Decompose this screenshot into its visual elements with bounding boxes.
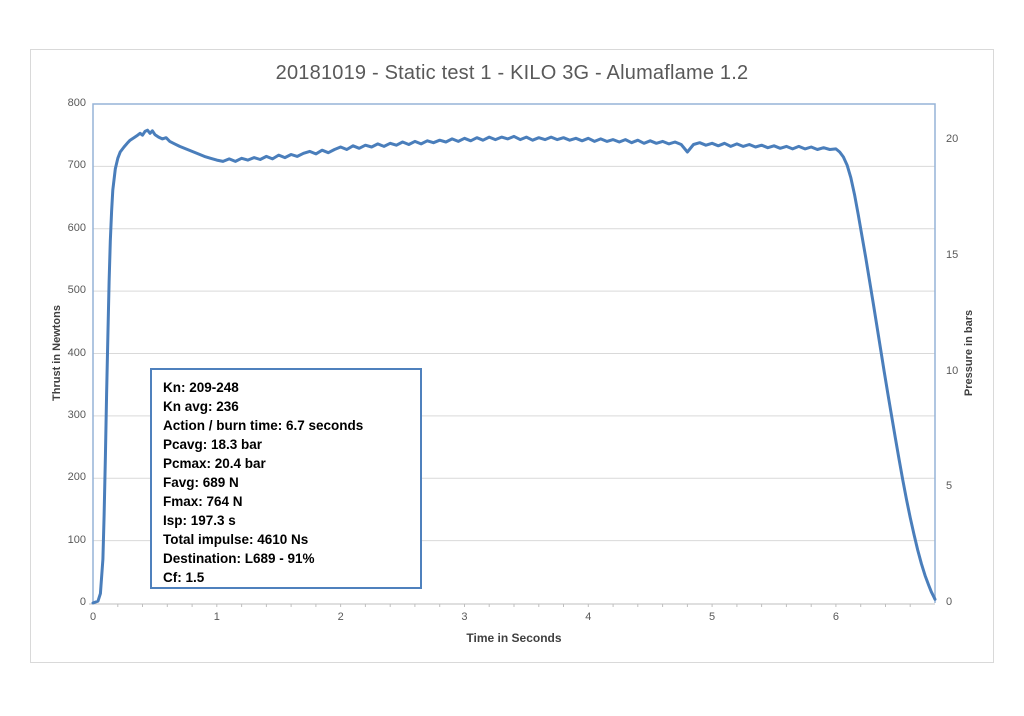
stat-line-isp: Isp: 197.3 s — [163, 513, 236, 528]
right-axis-tick-label: 0 — [946, 596, 953, 608]
x-axis-title: Time in Seconds — [466, 631, 562, 645]
left-axis-tick-label: 600 — [67, 221, 86, 234]
thrust-pressure-curve — [91, 128, 937, 605]
stat-line-pcmax: Pcmax: 20.4 bar — [163, 456, 266, 471]
right-axis-title: Pressure in bars — [963, 309, 975, 397]
right-axis-tick-label: 20 — [946, 133, 959, 146]
stat-line-favg: Favg: 689 N — [163, 475, 239, 490]
x-axis-tick-label: 1 — [213, 611, 220, 623]
stat-line-pcavg: Pcavg: 18.3 bar — [163, 437, 263, 452]
x-axis-tick-label: 2 — [337, 611, 344, 623]
plot-border — [92, 103, 936, 603]
stat-line-kn: Kn: 209-248 — [163, 380, 239, 395]
stat-line-fmax: Fmax: 764 N — [163, 494, 243, 509]
left-axis-tick-label: 200 — [67, 471, 86, 484]
left-axis-tick-label: 500 — [67, 284, 86, 297]
stat-line-kn-avg: Kn avg: 236 — [163, 399, 239, 414]
stat-line-destination: Destination: L689 - 91% — [163, 551, 315, 566]
left-axis-tick-label: 0 — [79, 596, 86, 608]
left-axis-tick-label: 800 — [67, 97, 86, 109]
right-axis-tick-label: 10 — [946, 364, 959, 377]
stat-line-cf: Cf: 1.5 — [163, 570, 205, 585]
stat-line-burn-time: Action / burn time: 6.7 seconds — [163, 418, 364, 433]
left-axis-tick-label: 400 — [67, 346, 86, 359]
left-axis-tick-label: 100 — [67, 533, 86, 546]
x-axis-tick-label: 6 — [832, 611, 839, 623]
left-axis-tick-label: 700 — [67, 159, 86, 172]
x-axis-tick-label: 5 — [709, 611, 716, 623]
left-axis-tick-label: 300 — [67, 408, 86, 421]
x-axis-tick-label: 0 — [89, 611, 97, 623]
stat-line-total-impulse: Total impulse: 4610 Ns — [163, 532, 309, 547]
chart-title: 20181019 - Static test 1 - KILO 3G - Alu… — [275, 62, 749, 84]
right-axis-tick-label: 15 — [946, 248, 959, 261]
stats-box: Kn: 209-248 Kn avg: 236 Action / burn ti… — [150, 368, 422, 589]
right-axis-tick-label: 5 — [946, 480, 953, 493]
x-axis-tick-label: 3 — [461, 611, 468, 623]
x-axis-tick-label: 4 — [585, 611, 592, 623]
